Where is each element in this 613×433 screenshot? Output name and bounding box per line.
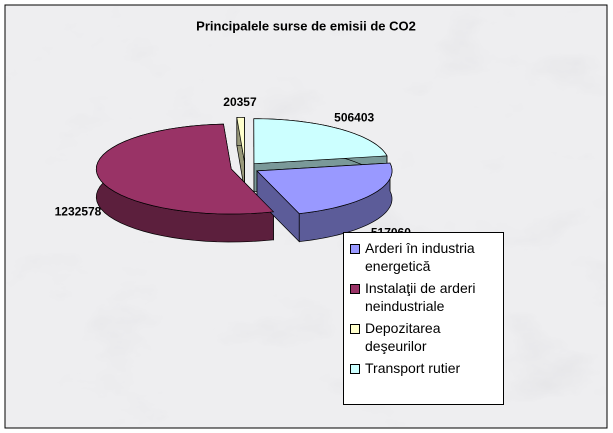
slice — [253, 118, 388, 165]
legend-label: Depozitarea deşeurilor — [365, 320, 441, 354]
legend-item: Transport rutier — [350, 359, 499, 377]
legend-label: Instalaţii de arderi neindustriale — [365, 280, 476, 314]
legend-item: Instalaţii de arderi neindustriale — [350, 279, 499, 315]
legend-label: Transport rutier — [365, 360, 461, 376]
data-label: 1232578 — [55, 204, 102, 218]
legend-swatch — [350, 324, 360, 334]
data-label: 20357 — [223, 95, 257, 109]
legend-swatch — [350, 284, 360, 294]
slice — [256, 162, 393, 214]
chart-title: Principalele surse de emisii de CO2 — [196, 18, 416, 33]
legend: Arderi în industria energetică Instalaţii… — [343, 232, 504, 405]
pie: 203575064031232578517060 — [55, 95, 411, 243]
data-label: 506403 — [334, 110, 374, 124]
slice — [95, 123, 275, 215]
legend-label: Arderi în industria energetică — [365, 240, 475, 274]
legend-swatch — [350, 244, 360, 254]
legend-item: Arderi în industria energetică — [350, 239, 499, 275]
legend-swatch — [350, 364, 360, 374]
legend-item: Depozitarea deşeurilor — [350, 319, 499, 355]
slice — [236, 117, 245, 163]
